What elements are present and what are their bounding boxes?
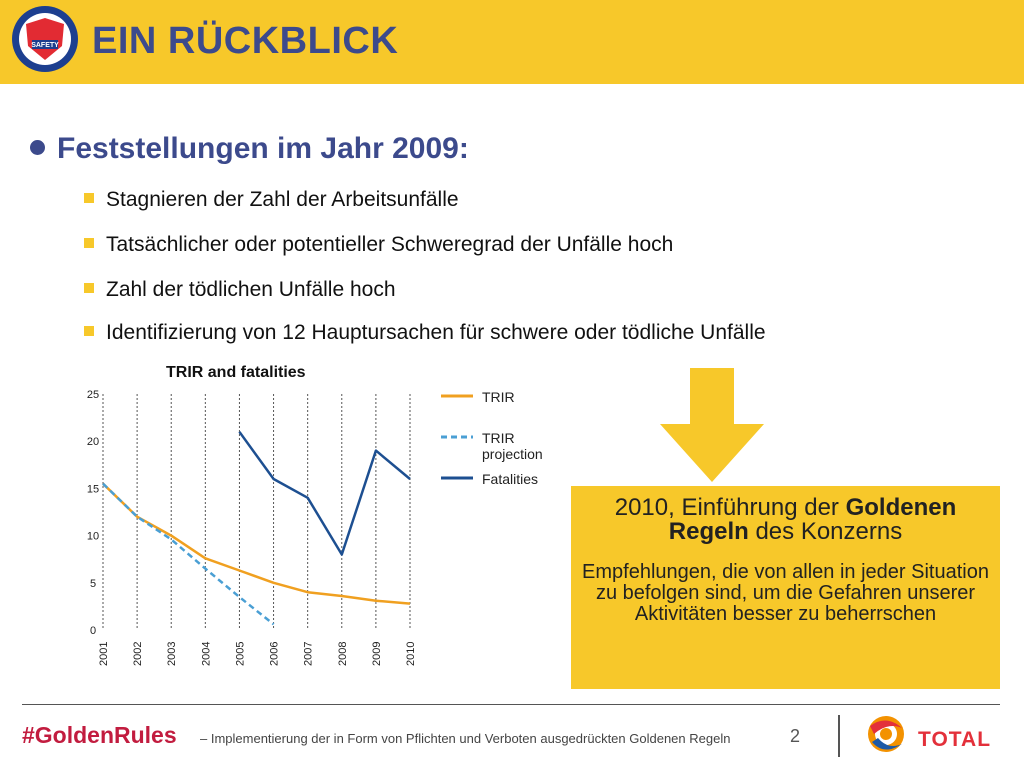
page-number: 2	[790, 726, 801, 746]
legend-label: TRIR projection	[482, 430, 543, 462]
chart-title: TRIR and fatalities	[166, 364, 306, 381]
series-line	[238, 431, 411, 556]
sub-bullet: Zahl der tödlichen Unfälle hoch	[84, 278, 396, 302]
x-tick-label: 2005	[234, 642, 246, 666]
header-bar: SAFETY EIN RÜCKBLICK	[0, 0, 1024, 84]
x-tick-label: 2004	[200, 642, 212, 666]
sub-bullet: Tatsächlicher oder potentieller Schwereg…	[84, 233, 673, 257]
callout-title-highlight: Goldenen Regeln	[668, 494, 957, 545]
main-bullet-text: Feststellungen im Jahr 2009:	[57, 132, 469, 165]
y-tick-label: 5	[90, 578, 96, 590]
footer-hashtag: #GoldenRules	[22, 722, 177, 748]
svg-text:SAFETY: SAFETY	[31, 42, 59, 49]
sub-bullet-text: Zahl der tödlichen Unfälle hoch	[106, 278, 396, 301]
x-tick-label: 2010	[405, 642, 417, 666]
x-tick-label: 2001	[98, 642, 110, 666]
footer-separator	[838, 715, 840, 757]
bullet-dot-icon	[30, 139, 45, 155]
bullet-square-icon	[84, 193, 94, 204]
trir-fatalities-chart: 0 5 10 15 20 25 2001 2002 2003 2004 2005 2006 2007 20…	[87, 389, 417, 666]
total-logo-icon	[868, 716, 904, 752]
series-line	[102, 482, 275, 626]
brand-name: TOTAL	[918, 728, 992, 751]
golden-rules-callout: 2010, Einführung der Goldenen Regeln des…	[571, 486, 1000, 689]
x-tick-label: 2003	[166, 642, 178, 666]
callout-title-pre: 2010, Einführung der	[614, 494, 839, 521]
footer-divider	[22, 704, 1000, 705]
sub-bullet-text: Tatsächlicher oder potentieller Schwereg…	[106, 233, 674, 256]
x-tick-label: 2008	[337, 642, 349, 666]
x-tick-label: 2002	[132, 642, 144, 666]
page-title: EIN RÜCKBLICK	[92, 20, 399, 62]
y-tick-label: 20	[87, 436, 99, 448]
series-line	[102, 482, 411, 605]
y-tick-label: 15	[87, 483, 99, 495]
y-tick-label: 10	[87, 531, 99, 543]
x-tick-label: 2006	[269, 642, 281, 666]
callout-title-post: des Konzerns	[755, 518, 903, 545]
x-tick-label: 2007	[303, 642, 315, 666]
bullet-square-icon	[84, 326, 94, 337]
y-tick-label: 0	[90, 625, 96, 637]
bullet-square-icon	[84, 283, 94, 294]
sub-bullet: Stagnieren der Zahl der Arbeitsunfälle	[84, 188, 459, 212]
callout-title: 2010, Einführung der Goldenen Regeln des…	[571, 496, 1000, 544]
x-tick-label: 2009	[371, 642, 383, 666]
arrow-down-icon	[660, 368, 764, 482]
y-tick-label: 25	[87, 389, 99, 401]
legend-label: TRIR	[482, 389, 515, 405]
sub-bullet-text: Stagnieren der Zahl der Arbeitsunfälle	[106, 188, 459, 211]
safety-logo: SAFETY	[12, 6, 78, 72]
bullet-square-icon	[84, 238, 94, 249]
footer-text: – Implementierung der in Form von Pflich…	[200, 731, 731, 746]
legend-label: Fatalities	[482, 471, 539, 487]
callout-body: Empfehlungen, die von allen in jeder Sit…	[582, 561, 989, 625]
main-bullet: Feststellungen im Jahr 2009:	[30, 132, 469, 166]
sub-bullet: Identifizierung von 12 Hauptursachen für…	[84, 321, 766, 345]
sub-bullet-text: Identifizierung von 12 Hauptursachen für…	[106, 321, 766, 344]
